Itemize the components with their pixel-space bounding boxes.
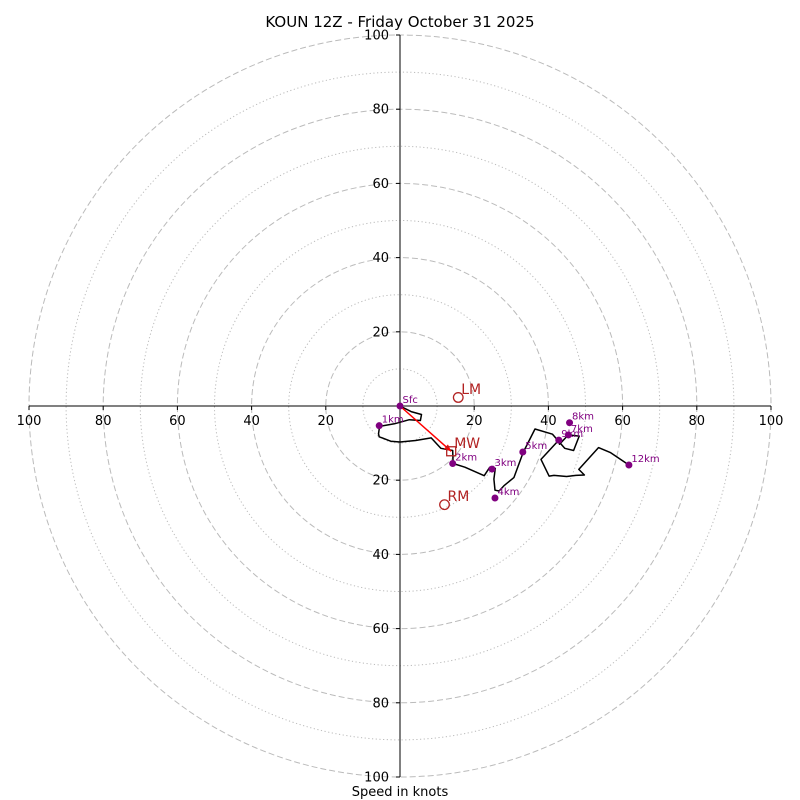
height-label-7km: 7km	[571, 424, 593, 435]
x-tick-label: 60	[169, 414, 186, 429]
height-label-8km: 8km	[572, 412, 594, 423]
hodograph-line	[377, 405, 630, 492]
y-tick-label: 20	[372, 474, 389, 489]
height-label-sfc: Sfc	[403, 395, 418, 406]
height-label-5km: 5km	[525, 441, 547, 452]
height-marker-7km	[564, 431, 572, 439]
y-tick-label: 80	[372, 103, 389, 118]
tick-labels: 100 80 60 40 20 20 40 60 80 100 100 80 60 40 20 20 40 60 8…	[17, 29, 784, 786]
height-marker-sfc	[396, 402, 404, 410]
storm-motion-label-mw: MW	[454, 436, 480, 452]
height-marker-1km	[375, 422, 383, 430]
x-tick-label: 100	[17, 414, 42, 429]
storm-motion-marker-lm	[452, 392, 464, 403]
storm-motion-marker-mw	[446, 446, 457, 457]
height-marker-2km	[449, 460, 457, 468]
chart-title: KOUN 12Z - Friday October 31 2025	[265, 13, 534, 31]
x-tick-label: 60	[614, 414, 631, 429]
height-marker-3km	[488, 465, 496, 473]
storm-motion-marker-rm	[439, 499, 450, 511]
height-marker-8km	[566, 419, 574, 427]
x-tick-label: 100	[759, 414, 784, 429]
mean-wind-vector	[399, 405, 452, 452]
mean-wind-vector-line	[399, 405, 452, 452]
height-label-9km: 9km	[561, 429, 583, 440]
x-tick-label: 80	[95, 414, 112, 429]
x-tick-label: 40	[243, 414, 260, 429]
x-tick-label: 80	[689, 414, 706, 429]
y-tick-label: 60	[372, 177, 389, 192]
y-tick-label: 20	[372, 325, 389, 340]
height-label-12km: 12km	[631, 454, 659, 465]
height-marker-9km	[555, 436, 563, 444]
storm-motion-label-lm: LM	[461, 382, 481, 398]
x-tick-label: 20	[466, 414, 483, 429]
x-axis-label: Speed in knots	[352, 785, 449, 800]
y-tick-label: 100	[364, 29, 389, 44]
height-label-1km: 1km	[382, 415, 404, 426]
y-tick-label: 60	[372, 622, 389, 637]
height-label-3km: 3km	[495, 458, 517, 469]
y-tick-label: 40	[372, 251, 389, 266]
height-marker-5km	[519, 448, 527, 456]
hodograph-trace	[377, 405, 630, 492]
y-tick-label: 80	[372, 696, 389, 711]
x-tick-label: 40	[540, 414, 557, 429]
storm-motion-label-rm: RM	[448, 489, 470, 505]
height-marker-12km	[625, 461, 633, 469]
x-tick-label: 20	[318, 414, 335, 429]
height-marker-4km	[491, 494, 499, 502]
y-tick-label: 100	[364, 771, 389, 786]
storm-motion-markers: LM MW RM	[439, 382, 481, 511]
height-label-4km: 4km	[497, 487, 519, 498]
height-label-2km: 2km	[455, 453, 477, 464]
y-tick-label: 40	[372, 548, 389, 563]
mean-wind-arrowhead	[443, 444, 452, 452]
